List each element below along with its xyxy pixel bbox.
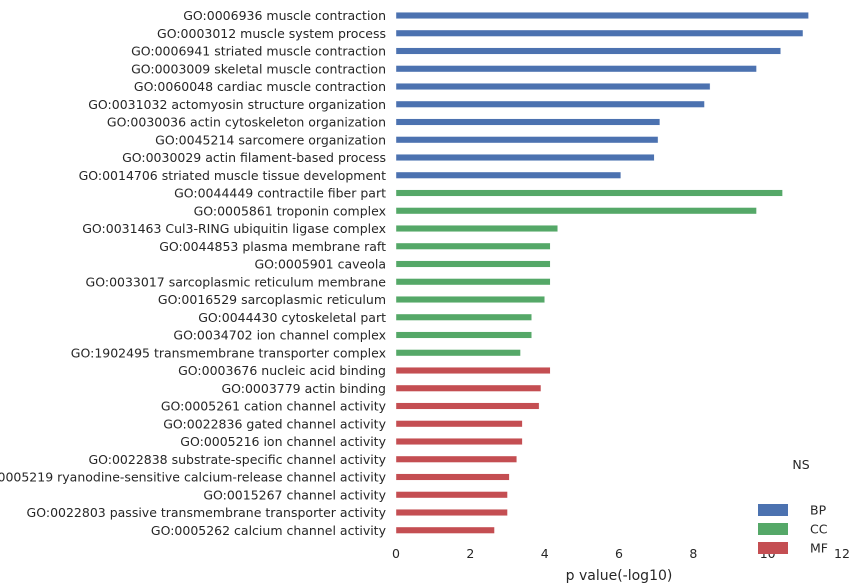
category-label: GO:0030029 actin filament-based process <box>122 150 386 165</box>
bar-bp <box>395 171 622 179</box>
category-label: GO:0044449 contractile fiber part <box>174 186 386 201</box>
category-label: GO:0006936 muscle contraction <box>183 8 386 23</box>
category-label: GO:0014706 striated muscle tissue develo… <box>79 168 387 183</box>
bar-mf <box>395 455 517 463</box>
bar-bp <box>395 65 757 73</box>
category-label: GO:0005861 troponin complex <box>194 203 386 218</box>
category-label: GO:0015267 channel activity <box>203 487 386 502</box>
legend-title: NS <box>792 457 809 472</box>
category-label: GO:0003009 skeletal muscle contraction <box>131 61 386 76</box>
x-tick-label: 4 <box>541 546 549 561</box>
x-tick-label: 8 <box>689 546 697 561</box>
category-label: GO:0034702 ion channel complex <box>173 328 386 343</box>
bar-bp <box>395 29 804 37</box>
bar-mf <box>395 473 510 481</box>
category-label: GO:0044430 cytoskeletal part <box>198 310 386 325</box>
legend-swatch-cc <box>758 523 788 535</box>
category-label: GO:0031032 actomyosin structure organiza… <box>88 97 386 112</box>
x-tick-label: 12 <box>834 546 850 561</box>
x-tick-label: 0 <box>392 546 400 561</box>
legend: NS BP CC MF <box>758 457 828 556</box>
category-label: GO:0003779 actin binding <box>221 381 386 396</box>
bars-layer <box>395 12 809 534</box>
bar-bp <box>395 118 661 126</box>
bar-mf <box>395 509 508 516</box>
legend-swatch-bp <box>758 504 788 516</box>
bar-cc <box>395 225 558 232</box>
bar-cc <box>395 207 757 215</box>
bar-mf <box>395 491 508 499</box>
x-tick-label: 6 <box>615 546 623 561</box>
category-label: GO:0030036 actin cytoskeleton organizati… <box>107 115 386 130</box>
legend-label-bp: BP <box>810 503 827 518</box>
legend-swatch-mf <box>758 542 788 554</box>
bar-bp <box>395 136 659 144</box>
category-label: GO:0005901 caveola <box>254 257 386 272</box>
category-label: GO:1902495 transmembrane transporter com… <box>71 345 386 360</box>
bar-mf <box>395 402 540 410</box>
category-label: GO:0005261 cation channel activity <box>161 399 387 414</box>
category-label: GO:0045214 sarcomere organization <box>155 132 386 147</box>
category-labels: GO:0006936 muscle contraction GO:0003012 … <box>0 8 387 538</box>
category-label: GO:0005219 ryanodine-sensitive calcium-r… <box>0 470 387 485</box>
category-label: GO:0006941 striated muscle contraction <box>131 44 386 59</box>
bar-mf <box>395 384 542 392</box>
bar-mf <box>395 367 551 374</box>
bar-cc <box>395 331 532 339</box>
category-label: GO:0003012 muscle system process <box>157 26 386 41</box>
category-label: GO:0033017 sarcoplasmic reticulum membra… <box>86 274 387 289</box>
bar-cc <box>395 189 783 197</box>
category-label: GO:0005216 ion channel activity <box>180 434 386 449</box>
bar-bp <box>395 154 655 161</box>
category-label: GO:0022803 passive transmembrane transpo… <box>27 505 387 520</box>
bar-cc <box>395 349 521 357</box>
bar-mf <box>395 438 523 445</box>
bar-bp <box>395 83 711 90</box>
bar-bp <box>395 12 809 19</box>
category-label: GO:0031463 Cul3-RING ubiquitin ligase co… <box>82 221 386 236</box>
bar-mf <box>395 420 523 428</box>
category-label: GO:0005262 calcium channel activity <box>151 523 387 538</box>
bar-bp <box>395 100 705 108</box>
bar-cc <box>395 260 551 268</box>
x-tick-label: 2 <box>466 546 474 561</box>
legend-label-mf: MF <box>810 541 828 556</box>
bar-cc <box>395 296 545 303</box>
x-axis-label: p value(-log10) <box>566 568 673 584</box>
category-label: GO:0044853 plasma membrane raft <box>159 239 386 254</box>
category-label: GO:0060048 cardiac muscle contraction <box>134 79 386 94</box>
category-label: GO:0022836 gated channel activity <box>163 416 386 431</box>
legend-label-cc: CC <box>810 522 828 537</box>
legend-items: BP CC MF <box>758 503 828 556</box>
bar-cc <box>395 278 551 286</box>
bar-mf <box>395 526 495 534</box>
bar-cc <box>395 242 551 250</box>
category-label: GO:0022838 substrate-specific channel ac… <box>88 452 386 467</box>
bar-bp <box>395 47 781 55</box>
bar-cc <box>395 313 532 321</box>
category-label: GO:0003676 nucleic acid binding <box>178 363 386 378</box>
category-label: GO:0016529 sarcoplasmic reticulum <box>158 292 386 307</box>
